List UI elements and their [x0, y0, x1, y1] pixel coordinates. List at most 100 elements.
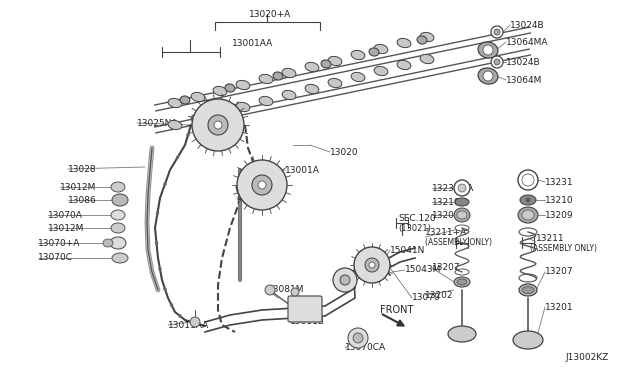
Text: 13025N: 13025N	[248, 170, 284, 180]
Text: 13020: 13020	[330, 148, 358, 157]
Text: 15041N: 15041N	[390, 246, 426, 254]
Ellipse shape	[522, 286, 534, 294]
Ellipse shape	[519, 284, 537, 296]
Ellipse shape	[168, 121, 182, 129]
Circle shape	[163, 183, 166, 186]
Text: 13020+A: 13020+A	[249, 10, 291, 19]
Ellipse shape	[111, 210, 125, 220]
Ellipse shape	[369, 48, 379, 56]
Text: FRONT: FRONT	[380, 305, 413, 315]
Text: 13070A: 13070A	[48, 211, 83, 219]
Circle shape	[340, 275, 350, 285]
Circle shape	[176, 156, 179, 159]
Ellipse shape	[454, 208, 470, 222]
Circle shape	[491, 26, 503, 38]
Circle shape	[526, 198, 530, 202]
Text: 13024B: 13024B	[506, 58, 541, 67]
Circle shape	[518, 170, 538, 190]
Ellipse shape	[455, 198, 469, 206]
Circle shape	[252, 175, 272, 195]
Circle shape	[354, 247, 390, 283]
Text: 15043M: 15043M	[405, 266, 442, 275]
Ellipse shape	[305, 62, 319, 72]
Ellipse shape	[448, 326, 476, 342]
Ellipse shape	[454, 277, 470, 287]
Circle shape	[454, 180, 470, 196]
Circle shape	[265, 285, 275, 295]
Text: 13231+A: 13231+A	[432, 183, 474, 192]
Circle shape	[333, 268, 357, 292]
Ellipse shape	[168, 98, 182, 108]
Text: 13028: 13028	[68, 164, 97, 173]
Circle shape	[170, 304, 173, 307]
Circle shape	[494, 59, 500, 65]
Circle shape	[458, 184, 466, 192]
Text: 13070C: 13070C	[38, 253, 73, 263]
Ellipse shape	[213, 86, 227, 96]
Ellipse shape	[236, 80, 250, 90]
Ellipse shape	[259, 96, 273, 106]
Circle shape	[193, 321, 196, 324]
Circle shape	[179, 314, 182, 317]
Circle shape	[186, 134, 189, 137]
Ellipse shape	[282, 68, 296, 78]
Circle shape	[483, 45, 493, 55]
Text: 13070+A: 13070+A	[38, 238, 81, 247]
Text: J13002KZ: J13002KZ	[565, 353, 608, 362]
Circle shape	[365, 258, 379, 272]
Ellipse shape	[111, 182, 125, 192]
Text: (13021): (13021)	[398, 224, 431, 232]
Text: 13070: 13070	[412, 294, 441, 302]
Text: 13081M: 13081M	[268, 285, 305, 295]
Text: 13086: 13086	[68, 196, 97, 205]
Circle shape	[214, 121, 222, 129]
Ellipse shape	[225, 84, 235, 92]
Ellipse shape	[305, 84, 319, 94]
Text: 13085: 13085	[237, 192, 266, 202]
Ellipse shape	[522, 210, 534, 220]
Circle shape	[192, 99, 244, 151]
Ellipse shape	[103, 239, 113, 247]
FancyBboxPatch shape	[288, 296, 322, 322]
Text: 13024B: 13024B	[510, 20, 545, 29]
Circle shape	[258, 181, 266, 189]
Ellipse shape	[351, 50, 365, 60]
Ellipse shape	[417, 36, 427, 44]
Ellipse shape	[374, 44, 388, 54]
Ellipse shape	[112, 253, 128, 263]
Ellipse shape	[180, 96, 190, 104]
Circle shape	[237, 160, 287, 210]
Ellipse shape	[191, 114, 205, 124]
Ellipse shape	[282, 90, 296, 100]
Circle shape	[190, 317, 200, 327]
Circle shape	[348, 328, 368, 348]
Ellipse shape	[520, 195, 536, 205]
Ellipse shape	[111, 223, 125, 233]
Ellipse shape	[374, 66, 388, 76]
Text: 13012M: 13012M	[60, 183, 97, 192]
Ellipse shape	[213, 108, 227, 118]
Circle shape	[208, 115, 228, 135]
Ellipse shape	[478, 42, 498, 58]
Text: 13207: 13207	[545, 267, 573, 276]
Circle shape	[156, 212, 159, 215]
Circle shape	[491, 56, 503, 68]
Circle shape	[291, 288, 299, 296]
Ellipse shape	[420, 54, 434, 64]
Ellipse shape	[321, 60, 331, 68]
Text: 13064M: 13064M	[506, 76, 542, 84]
Ellipse shape	[236, 102, 250, 112]
Text: 13210: 13210	[432, 198, 461, 206]
Ellipse shape	[191, 92, 205, 102]
Text: 13011AA: 13011AA	[168, 321, 209, 330]
Text: 13001AA: 13001AA	[232, 38, 273, 48]
Circle shape	[483, 71, 493, 81]
Ellipse shape	[518, 207, 538, 223]
Circle shape	[353, 333, 363, 343]
Text: 13011B: 13011B	[290, 317, 325, 327]
Text: 13231: 13231	[545, 177, 573, 186]
Ellipse shape	[457, 279, 467, 285]
Text: 13001A: 13001A	[285, 166, 320, 174]
Text: 13201: 13201	[545, 302, 573, 311]
Text: 13070CA: 13070CA	[345, 343, 386, 353]
